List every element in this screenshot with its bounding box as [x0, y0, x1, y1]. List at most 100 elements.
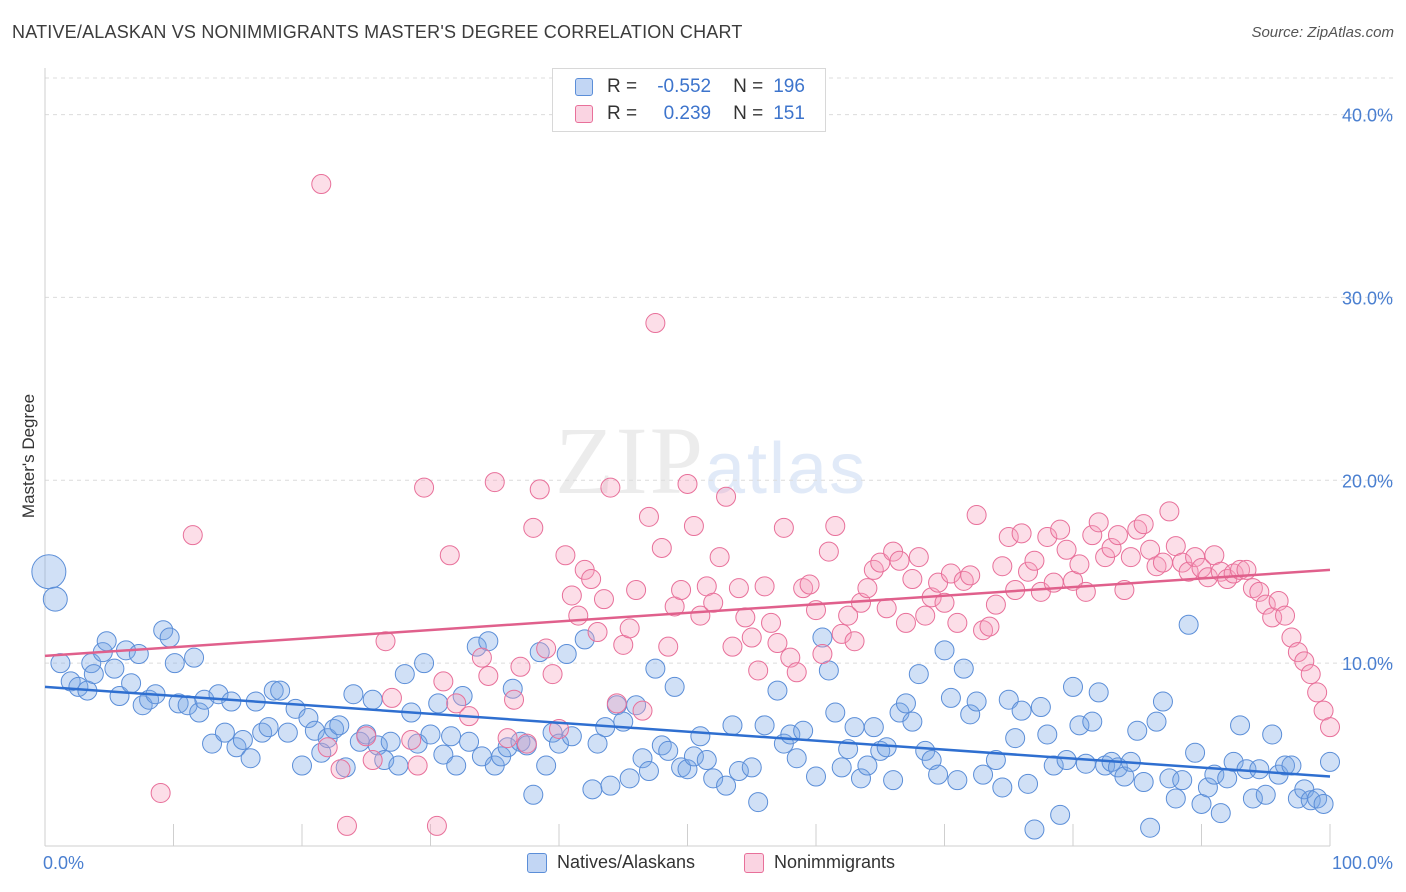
point-nonimmigrants — [568, 605, 589, 626]
point-natives — [529, 642, 550, 663]
point-nonimmigrants — [728, 578, 749, 599]
point-nonimmigrants — [1178, 561, 1199, 582]
point-nonimmigrants — [1114, 580, 1135, 600]
point-nonimmigrants — [336, 815, 357, 836]
point-natives — [690, 726, 711, 747]
bottom-legend-swatch-pink — [744, 852, 764, 873]
point-natives — [716, 775, 737, 796]
point-natives — [556, 644, 577, 664]
point-nonimmigrants — [433, 671, 454, 692]
point-nonimmigrants — [330, 759, 351, 780]
point-natives — [446, 755, 467, 776]
point-natives — [748, 792, 769, 813]
point-natives — [1133, 772, 1154, 792]
point-natives — [1140, 817, 1161, 838]
point-natives — [42, 586, 68, 612]
point-natives — [863, 717, 884, 738]
point-natives — [934, 640, 955, 661]
point-nonimmigrants — [381, 687, 402, 708]
point-nonimmigrants — [182, 525, 203, 546]
point-natives — [825, 702, 846, 723]
point-nonimmigrants — [150, 782, 171, 803]
trend-line-natives — [44, 685, 1331, 778]
point-natives — [202, 733, 223, 754]
point-natives — [214, 722, 235, 743]
point-nonimmigrants — [1069, 554, 1090, 575]
point-nonimmigrants — [671, 580, 692, 600]
point-natives — [1223, 751, 1244, 772]
point-natives — [1024, 819, 1045, 840]
point-nonimmigrants — [831, 623, 852, 644]
point-natives — [1018, 773, 1039, 794]
point-natives — [850, 768, 871, 789]
point-nonimmigrants — [1249, 581, 1270, 602]
point-nonimmigrants — [1294, 651, 1315, 672]
point-natives — [258, 717, 279, 738]
point-nonimmigrants — [735, 607, 756, 628]
point-nonimmigrants — [1056, 539, 1077, 560]
point-natives — [536, 755, 557, 776]
point-nonimmigrants — [1018, 561, 1039, 582]
point-natives — [696, 750, 717, 771]
point-nonimmigrants — [362, 750, 383, 771]
point-natives — [1178, 614, 1199, 635]
point-nonimmigrants — [908, 547, 929, 568]
y-tick-label: 20.0% — [1342, 471, 1393, 491]
point-nonimmigrants — [1255, 594, 1276, 615]
point-natives — [128, 644, 149, 664]
point-nonimmigrants — [542, 664, 563, 685]
point-nonimmigrants — [786, 662, 807, 683]
legend-n-value: 196 — [773, 76, 805, 97]
point-nonimmigrants — [979, 616, 1000, 637]
point-natives — [883, 770, 904, 791]
legend: R = -0.552 N = 196 R = 0.239 N = 151 — [552, 68, 826, 132]
point-nonimmigrants — [407, 755, 428, 776]
point-nonimmigrants — [767, 633, 788, 654]
point-nonimmigrants — [838, 605, 859, 626]
point-nonimmigrants — [709, 547, 730, 568]
point-natives — [414, 653, 435, 674]
point-natives — [549, 733, 569, 754]
point-nonimmigrants — [561, 585, 582, 606]
point-nonimmigrants — [818, 541, 839, 562]
point-natives — [1069, 715, 1090, 736]
point-natives — [1050, 804, 1071, 825]
point-natives — [380, 731, 401, 752]
point-nonimmigrants — [934, 592, 955, 613]
point-natives — [1114, 766, 1135, 787]
point-natives — [895, 693, 916, 714]
point-natives — [1082, 711, 1103, 732]
point-natives — [683, 746, 704, 767]
point-natives — [388, 755, 409, 776]
x-tick-label: 100.0% — [1332, 853, 1393, 873]
point-natives — [728, 761, 749, 782]
point-natives — [83, 664, 104, 685]
point-natives — [428, 693, 449, 714]
point-nonimmigrants — [606, 693, 627, 714]
point-natives — [677, 759, 698, 780]
legend-row-nonimmigrants: R = 0.239 N = 151 — [575, 101, 805, 127]
point-natives — [953, 658, 974, 679]
point-nonimmigrants — [1107, 525, 1128, 546]
point-nonimmigrants — [1088, 512, 1109, 533]
point-nonimmigrants — [754, 576, 775, 597]
point-nonimmigrants — [600, 477, 621, 498]
point-nonimmigrants — [401, 729, 422, 750]
point-natives — [1011, 700, 1032, 721]
point-nonimmigrants — [1281, 627, 1302, 648]
point-nonimmigrants — [761, 612, 782, 633]
point-natives — [189, 702, 210, 723]
bottom-legend-nonimmigrants: Nonimmigrants — [744, 852, 895, 873]
point-nonimmigrants — [317, 737, 338, 758]
point-nonimmigrants — [555, 545, 576, 566]
point-nonimmigrants — [1268, 590, 1289, 611]
point-natives — [1185, 742, 1206, 763]
point-natives — [132, 695, 153, 716]
point-nonimmigrants — [825, 516, 846, 536]
y-axis-label: Master's Degree — [19, 394, 38, 518]
point-natives — [343, 684, 364, 705]
point-nonimmigrants — [973, 620, 994, 641]
point-natives — [184, 647, 205, 668]
point-nonimmigrants — [1300, 664, 1321, 685]
watermark-zip: ZIP — [555, 407, 705, 514]
